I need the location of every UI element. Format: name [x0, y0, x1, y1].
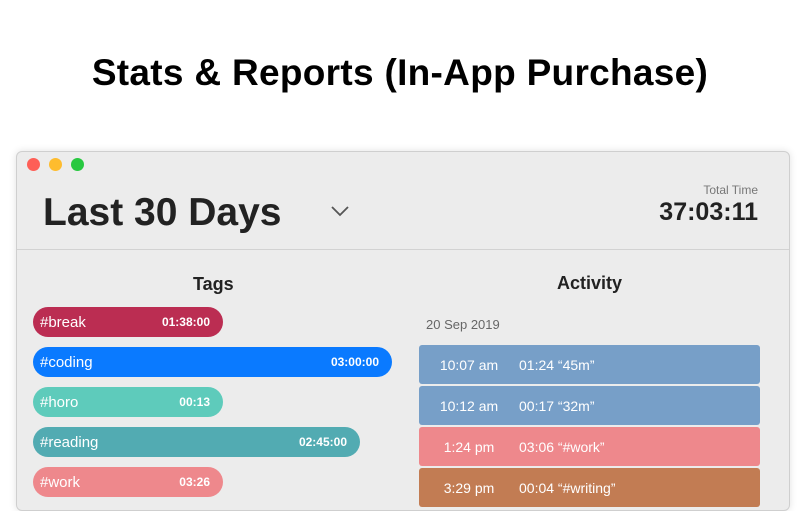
tag-name: #coding [40, 353, 93, 371]
activity-title: Activity [557, 273, 623, 293]
activity-description: 03:06 “#work” [519, 438, 605, 455]
tags-title: Tags [193, 274, 234, 294]
tag-bar[interactable]: #horo 00:13 [33, 387, 223, 417]
tag-name: #break [40, 313, 86, 331]
activity-time: 1:24 pm [443, 438, 495, 455]
total-time-value: 37:03:11 [659, 198, 758, 226]
date-range-selector[interactable]: Last 30 Days [43, 191, 282, 234]
tag-duration: 03:00:00 [330, 355, 379, 369]
chevron-down-icon[interactable] [330, 204, 350, 218]
tag-duration: 02:45:00 [298, 435, 347, 449]
activity-row[interactable]: 10:12 am 00:17 “32m” [419, 386, 760, 425]
activity-date: 20 Sep 2019 [426, 317, 500, 332]
activity-description: 00:17 “32m” [519, 397, 595, 414]
window-header: Last 30 Days Total Time 37:03:11 [17, 152, 789, 250]
tag-bar[interactable]: #work 03:26 [33, 467, 223, 497]
activity-time: 10:07 am [439, 356, 499, 373]
tag-name: #reading [40, 433, 99, 451]
tag-bar[interactable]: #coding 03:00:00 [33, 347, 392, 377]
zoom-button[interactable] [71, 158, 84, 171]
minimize-button[interactable] [49, 158, 62, 171]
activity-description: 01:24 “45m” [519, 356, 595, 373]
tag-duration: 03:26 [179, 475, 210, 489]
activity-time: 3:29 pm [443, 479, 495, 496]
activity-row[interactable]: 3:29 pm 00:04 “#writing” [419, 468, 760, 507]
activity-description: 00:04 “#writing” [519, 479, 616, 496]
total-time-label: Total Time [703, 183, 758, 197]
tag-bar[interactable]: #reading 02:45:00 [33, 427, 360, 457]
window-controls [27, 158, 84, 171]
tag-name: #horo [40, 393, 79, 411]
tag-duration: 01:38:00 [161, 315, 210, 329]
activity-time: 10:12 am [439, 397, 499, 414]
tag-duration: 00:13 [179, 395, 210, 409]
tag-name: #work [40, 473, 81, 491]
page-headline: Stats & Reports (In-App Purchase) [91, 52, 709, 93]
activity-row[interactable]: 10:07 am 01:24 “45m” [419, 345, 760, 384]
activity-row[interactable]: 1:24 pm 03:06 “#work” [419, 427, 760, 466]
tag-bar[interactable]: #break 01:38:00 [33, 307, 223, 337]
close-button[interactable] [27, 158, 40, 171]
stats-window: Last 30 Days Total Time 37:03:11 Tags #b… [16, 151, 790, 511]
